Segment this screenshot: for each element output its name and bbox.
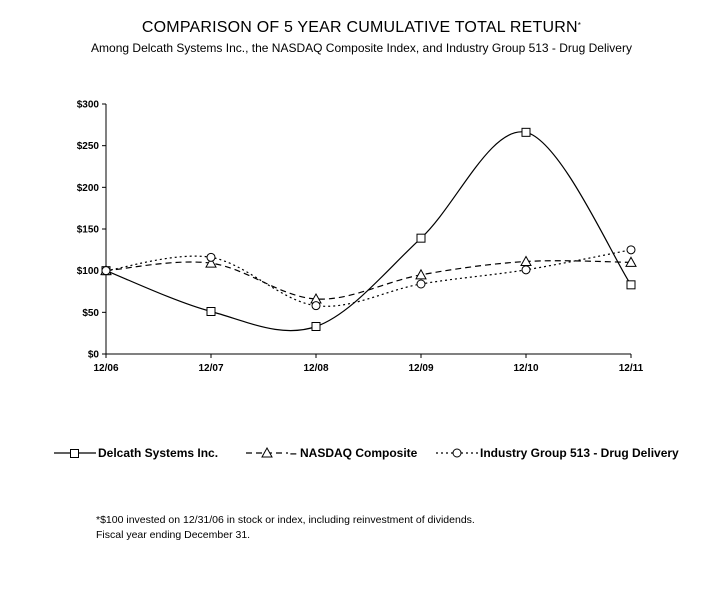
legend-label-industry: Industry Group 513 - Drug Delivery: [480, 446, 679, 460]
data-point-delcath: [311, 322, 321, 331]
data-point-nasdaq: [415, 268, 427, 280]
x-tick-label: 12/08: [303, 363, 328, 374]
legend-swatch-nasdaq: [246, 446, 288, 458]
chart-title-text: COMPARISON OF 5 YEAR CUMULATIVE TOTAL RE…: [141, 19, 578, 36]
data-point-delcath: [521, 127, 531, 137]
y-tick-label: $50: [82, 308, 99, 319]
x-tick-label: 12/09: [408, 363, 433, 374]
x-tick-label: 12/11: [619, 363, 644, 374]
legend-label-nasdaq: – NASDAQ Composite: [290, 446, 418, 460]
data-point-nasdaq: [625, 256, 637, 267]
data-point-industry: [521, 265, 531, 275]
data-point-delcath: [626, 280, 636, 290]
data-point-delcath: [206, 307, 216, 316]
legend-item-delcath: Delcath Systems Inc.: [54, 444, 218, 462]
legend-label-delcath: Delcath Systems Inc.: [98, 446, 219, 460]
x-tick-label: 12/07: [198, 363, 223, 374]
legend-item-industry: Industry Group 513 - Drug Delivery: [436, 444, 679, 462]
data-point-industry: [101, 266, 111, 276]
data-point-nasdaq: [205, 257, 217, 268]
legend-item-nasdaq: – NASDAQ Composite: [246, 444, 417, 462]
legend-swatch-delcath: [54, 449, 96, 458]
data-point-industry: [416, 279, 426, 289]
chart-subtitle: Among Delcath Systems Inc., the NASDAQ C…: [91, 41, 632, 55]
y-tick-label: $0: [88, 350, 100, 361]
series-line-industry: [105, 249, 632, 307]
x-tick-label: 12/10: [513, 363, 538, 374]
series-line-delcath: [105, 131, 632, 332]
x-tick-label: 12/06: [93, 363, 118, 374]
title-footnote-mark: *: [577, 21, 582, 30]
data-point-industry: [311, 301, 321, 311]
y-tick-label: $150: [77, 225, 100, 236]
y-tick-label: $300: [77, 100, 100, 111]
data-point-industry: [206, 252, 216, 262]
chart-title: COMPARISON OF 5 YEAR CUMULATIVE TOTAL RE…: [0, 19, 723, 37]
y-tick-label: $250: [77, 141, 100, 152]
footnote-investment: *$100 invested on 12/31/06 in stock or i…: [96, 514, 475, 526]
data-point-delcath: [416, 233, 426, 243]
footnote-fiscal-year: Fiscal year ending December 31.: [96, 529, 251, 541]
y-tick-label: $100: [77, 266, 100, 277]
series-line-nasdaq: [105, 260, 632, 300]
legend-swatch-industry: [436, 448, 478, 458]
y-tick-label: $200: [77, 183, 100, 194]
data-point-industry: [626, 245, 636, 255]
